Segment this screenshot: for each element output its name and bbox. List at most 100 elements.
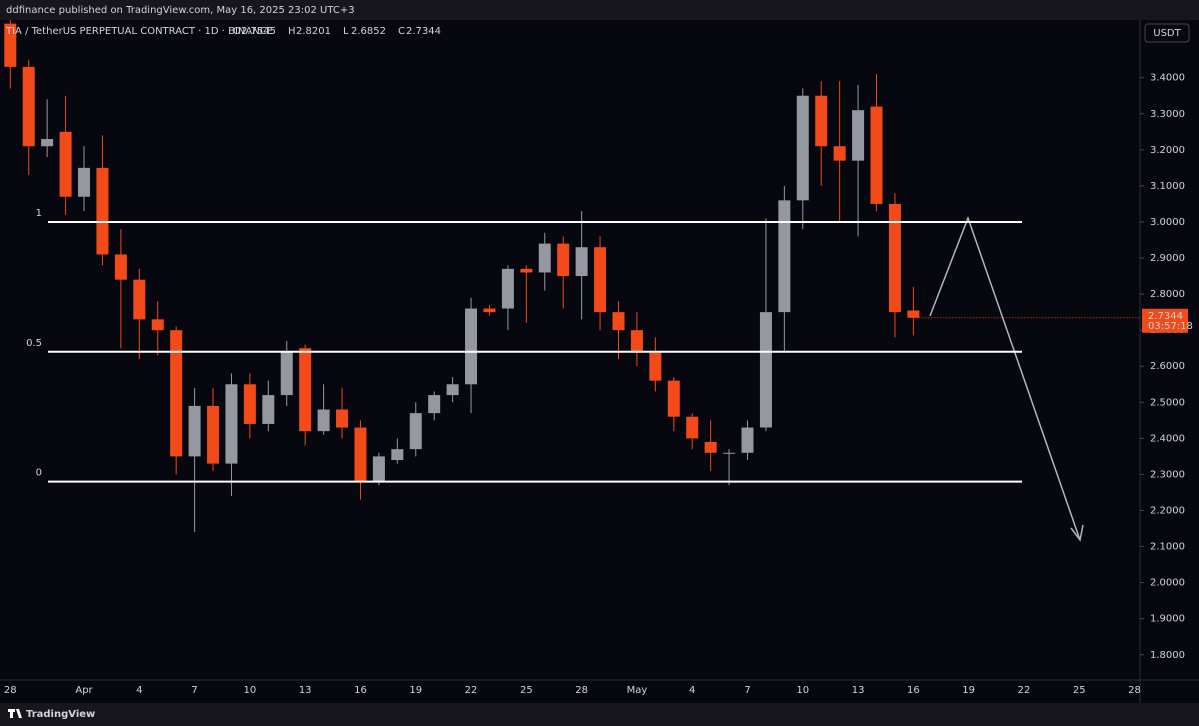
body (796, 95, 809, 201)
ohlc-label: H (288, 26, 296, 37)
x-tick-label: 16 (354, 685, 367, 696)
body (907, 310, 920, 318)
body (630, 330, 643, 352)
body (520, 268, 533, 273)
x-tick-label: 4 (689, 685, 695, 696)
y-tick-label: 2.0000 (1150, 578, 1185, 589)
x-tick-label: 7 (744, 685, 750, 696)
y-tick-label: 2.2000 (1150, 505, 1185, 516)
ohlc-label: C (398, 26, 405, 37)
x-tick-label: 19 (409, 685, 422, 696)
x-tick-label: May (627, 685, 648, 696)
body (575, 247, 588, 277)
x-tick-label: 22 (1018, 685, 1031, 696)
body (4, 23, 17, 67)
last-price-box (1142, 308, 1188, 333)
currency: USDT (1153, 28, 1181, 39)
x-tick-label: 10 (796, 685, 809, 696)
body (78, 167, 91, 197)
body (96, 167, 109, 255)
x-tick-label: 19 (962, 685, 975, 696)
y-tick-label: 2.9000 (1150, 253, 1185, 264)
ohlc-value: 2.8201 (296, 26, 331, 37)
body (22, 66, 35, 147)
body (151, 319, 164, 331)
brand: TradingView (26, 709, 95, 720)
level-label: 1 (36, 208, 42, 219)
body (207, 405, 220, 464)
body (759, 312, 772, 428)
plot (4, 20, 920, 533)
symbol-title: TIA / TetherUS PERPETUAL CONTRACT · 1D ·… (5, 26, 273, 37)
y-tick-label: 2.4000 (1150, 433, 1185, 444)
body (428, 395, 441, 414)
x-tick-label: 13 (299, 685, 312, 696)
body (741, 427, 754, 453)
body (704, 441, 717, 453)
logo (8, 709, 22, 718)
body (133, 279, 146, 320)
last-price: 2.7344 (1148, 311, 1183, 322)
ohlc-value: 2.7344 (406, 26, 441, 37)
x-tick-label: 13 (852, 685, 865, 696)
y-tick-label: 2.3000 (1150, 469, 1185, 480)
body (723, 452, 736, 454)
body (354, 427, 367, 482)
ohlc-label: O (233, 26, 241, 37)
body (336, 409, 349, 428)
y-tick-label: 1.9000 (1150, 614, 1185, 625)
x-tick-label: 7 (191, 685, 197, 696)
body (188, 405, 201, 457)
x-tick-label: 4 (136, 685, 142, 696)
body (778, 200, 791, 313)
body (409, 413, 422, 450)
body (170, 330, 183, 457)
body (243, 384, 256, 424)
body (391, 449, 404, 460)
body (538, 243, 551, 273)
y-tick-label: 3.1000 (1150, 181, 1185, 192)
body (594, 247, 607, 313)
x-tick-label: 10 (244, 685, 257, 696)
body (446, 384, 459, 396)
level-label: 0.5 (26, 338, 42, 349)
x-tick-label: 28 (575, 685, 588, 696)
ohlc-label: L (343, 26, 349, 37)
body (465, 308, 478, 385)
projection-arrow (929, 215, 1081, 541)
y-tick-label: 2.8000 (1150, 289, 1185, 300)
body (612, 312, 625, 331)
currency-box (1144, 23, 1190, 43)
y-tick-label: 3.4000 (1150, 73, 1185, 84)
body (870, 106, 883, 204)
body (59, 131, 72, 197)
body (501, 268, 514, 309)
arrow-head (1070, 524, 1084, 542)
x-tick-label: 28 (4, 685, 17, 696)
level-label: 0 (36, 468, 42, 479)
y-tick-label: 1.8000 (1150, 650, 1185, 661)
body (317, 409, 330, 432)
body (483, 308, 496, 313)
x-tick-label: Apr (75, 685, 93, 696)
body (299, 348, 312, 432)
ohlc-value: 2.6852 (351, 26, 386, 37)
body (225, 384, 238, 464)
x-tick-label: 25 (520, 685, 533, 696)
header-bar (0, 0, 1199, 20)
body (833, 146, 846, 161)
body (667, 380, 680, 417)
footer-bar (0, 703, 1199, 726)
x-tick-label: 16 (907, 685, 920, 696)
countdown: 03:57:18 (1148, 321, 1193, 332)
x-tick-label: 28 (1128, 685, 1141, 696)
x-tick-label: 25 (1073, 685, 1086, 696)
body (649, 351, 662, 381)
x-tick-label: 22 (465, 685, 478, 696)
y-tick-label: 2.6000 (1150, 361, 1185, 372)
y-tick-label: 3.0000 (1150, 217, 1185, 228)
body (262, 395, 275, 424)
y-tick-label: 2.5000 (1150, 397, 1185, 408)
